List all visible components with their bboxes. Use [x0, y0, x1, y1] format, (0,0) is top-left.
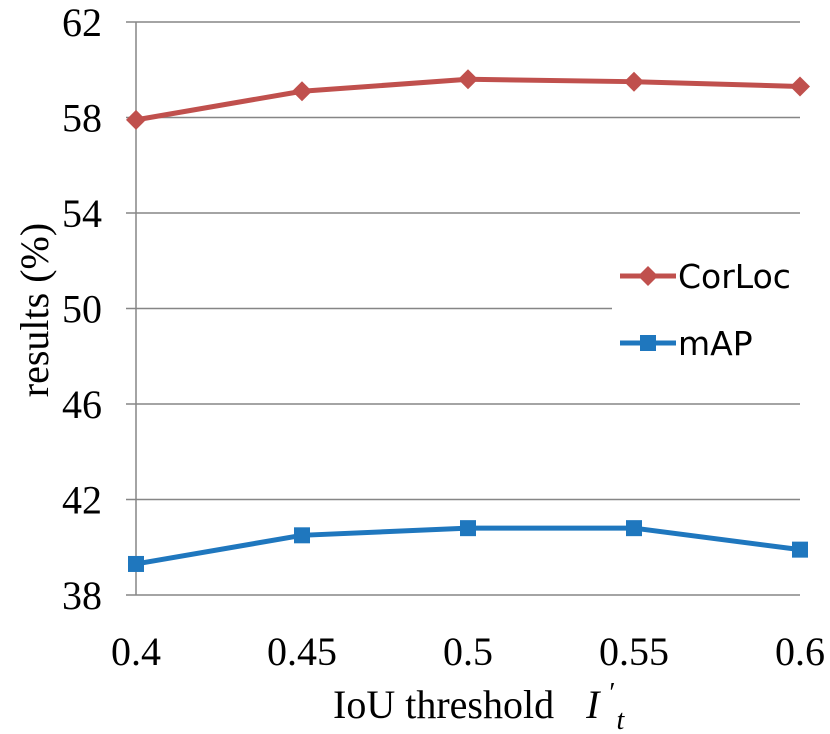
x-tick-label: 0.55: [599, 629, 669, 674]
corloc-point: [292, 81, 312, 102]
x-tick-label: 0.6: [775, 629, 825, 674]
y-tick-labels: 38 42 46 50 54 58 62: [62, 0, 102, 618]
series: [126, 69, 810, 572]
map-point: [128, 555, 144, 572]
y-tick-label: 54: [62, 191, 102, 236]
legend-swatch-marker: [640, 335, 656, 351]
map-point: [626, 520, 642, 537]
y-tick-label: 62: [62, 0, 102, 45]
y-tick-label: 58: [62, 96, 102, 141]
y-axis-title: results (%): [12, 223, 57, 397]
legend-item-map: mAP: [620, 324, 753, 363]
map-point: [294, 527, 310, 544]
y-tick-label: 42: [62, 478, 102, 523]
x-axis-symbol-subscript: t: [617, 705, 626, 734]
x-axis-symbol-prime: ′: [609, 678, 615, 709]
x-axis-title: IoU threshold I ′ t: [333, 666, 626, 734]
legend-label: CorLoc: [678, 257, 791, 296]
corloc-point: [126, 109, 146, 130]
legend-item-corloc: CorLoc: [620, 257, 791, 296]
corloc-point: [624, 71, 644, 92]
corloc-point: [458, 69, 478, 90]
y-tick-label: 50: [62, 287, 102, 332]
gridlines: [126, 21, 800, 596]
x-tick-label: 0.45: [267, 629, 337, 674]
corloc-point: [790, 76, 810, 97]
y-tick-label: 46: [62, 382, 102, 427]
legend: CorLoc mAP: [620, 257, 791, 363]
x-tick-label: 0.5: [443, 629, 493, 674]
legend-swatch-marker: [638, 266, 658, 286]
x-tick-labels: 0.4 0.45 0.5 0.55 0.6: [111, 629, 825, 674]
y-tick-label: 38: [62, 573, 102, 618]
x-axis-title-text: IoU threshold: [333, 682, 554, 727]
x-tick-label: 0.4: [111, 629, 161, 674]
x-axis-symbol: I: [585, 682, 601, 727]
map-point: [792, 541, 808, 558]
legend-label: mAP: [678, 324, 753, 363]
series-corloc: [126, 69, 810, 130]
map-point: [460, 520, 476, 537]
series-map: [128, 520, 808, 572]
